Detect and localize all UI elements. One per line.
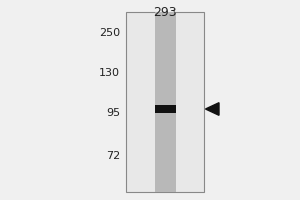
- Bar: [126, 12, 204, 192]
- Text: 293: 293: [153, 6, 177, 19]
- Text: 130: 130: [99, 68, 120, 78]
- Text: 250: 250: [99, 28, 120, 38]
- Bar: [154, 12, 176, 192]
- Polygon shape: [206, 103, 219, 115]
- Bar: [154, 105, 176, 113]
- Text: 72: 72: [106, 151, 120, 161]
- Text: 95: 95: [106, 108, 120, 118]
